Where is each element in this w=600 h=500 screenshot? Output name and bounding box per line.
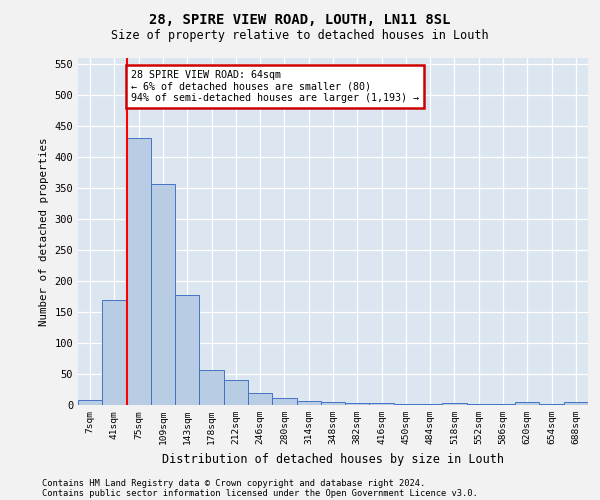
Bar — [224, 380, 248, 405]
Bar — [248, 392, 272, 405]
Bar — [467, 404, 491, 405]
Bar — [442, 402, 467, 405]
Bar — [175, 294, 199, 405]
Bar — [345, 402, 370, 405]
Text: 28 SPIRE VIEW ROAD: 64sqm
← 6% of detached houses are smaller (80)
94% of semi-d: 28 SPIRE VIEW ROAD: 64sqm ← 6% of detach… — [131, 70, 419, 103]
Bar — [515, 402, 539, 405]
Text: Contains HM Land Registry data © Crown copyright and database right 2024.: Contains HM Land Registry data © Crown c… — [42, 478, 425, 488]
Bar — [564, 402, 588, 405]
Bar — [296, 402, 321, 405]
Y-axis label: Number of detached properties: Number of detached properties — [39, 137, 49, 326]
Bar — [370, 402, 394, 405]
X-axis label: Distribution of detached houses by size in Louth: Distribution of detached houses by size … — [162, 452, 504, 466]
Bar — [199, 370, 224, 405]
Bar — [394, 404, 418, 405]
Bar — [102, 300, 127, 405]
Bar — [539, 404, 564, 405]
Text: Contains public sector information licensed under the Open Government Licence v3: Contains public sector information licen… — [42, 488, 478, 498]
Bar — [151, 184, 175, 405]
Bar — [491, 404, 515, 405]
Bar — [78, 400, 102, 405]
Bar — [418, 404, 442, 405]
Bar — [127, 138, 151, 405]
Bar — [272, 398, 296, 405]
Bar — [321, 402, 345, 405]
Text: 28, SPIRE VIEW ROAD, LOUTH, LN11 8SL: 28, SPIRE VIEW ROAD, LOUTH, LN11 8SL — [149, 12, 451, 26]
Text: Size of property relative to detached houses in Louth: Size of property relative to detached ho… — [111, 29, 489, 42]
